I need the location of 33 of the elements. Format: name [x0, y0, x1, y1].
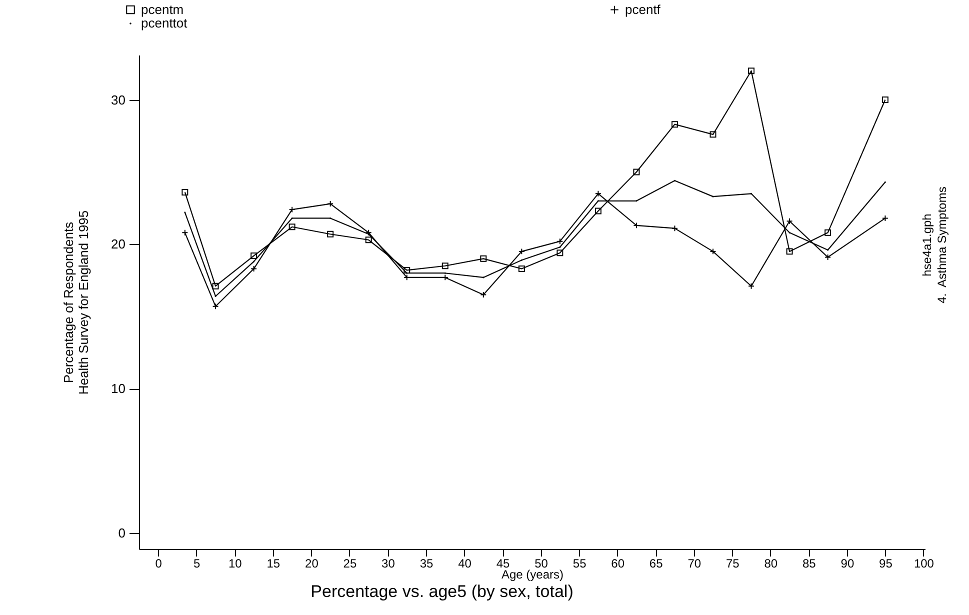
annotation: hse4a1.gph — [920, 214, 934, 276]
x-tick-label: 20 — [305, 556, 319, 570]
y-tick-label: 0 — [118, 526, 126, 541]
legend-label: pcentf — [625, 2, 661, 17]
y-tick-label: 30 — [111, 92, 126, 108]
x-tick-label: 15 — [266, 556, 280, 570]
x-tick-label: 40 — [458, 556, 472, 570]
legend-label: pcenttot — [141, 16, 188, 30]
y-tick-label: 20 — [111, 236, 126, 252]
x-tick-label: 55 — [572, 556, 587, 570]
x-tick-label: 70 — [688, 556, 702, 570]
x-tick-label: 60 — [611, 556, 625, 570]
x-tick-label: 75 — [726, 556, 740, 570]
x-tick-label: 25 — [343, 556, 357, 570]
x-tick-label: 10 — [228, 556, 242, 570]
legend-label: pcentm — [141, 2, 184, 17]
x-tick-label: 85 — [802, 556, 816, 570]
text: 4. Asthma Symptoms — [935, 186, 949, 304]
x-tick-label: 100 — [914, 556, 934, 570]
x-tick-label: 95 — [879, 556, 893, 570]
x-tick-label: 80 — [764, 556, 778, 570]
y-tick-label: 10 — [111, 381, 126, 396]
x-tick-label: 35 — [420, 556, 434, 570]
x-tick-label: 30 — [382, 556, 396, 570]
x-tick-label: 90 — [840, 556, 854, 570]
x-tick-label: 50 — [534, 556, 548, 570]
text: Percentage vs. age5 (by sex, total) — [310, 582, 574, 601]
x-tick-label: 45 — [496, 556, 510, 570]
x-tick-label: 65 — [649, 556, 664, 570]
x-tick-label: 0 — [155, 556, 162, 570]
y-axis-title: Percentage of Respondents Health Survey for England 1995 — [61, 210, 92, 395]
x-axis-title: Age (years) — [501, 568, 564, 582]
x-tick-label: 5 — [194, 556, 201, 570]
